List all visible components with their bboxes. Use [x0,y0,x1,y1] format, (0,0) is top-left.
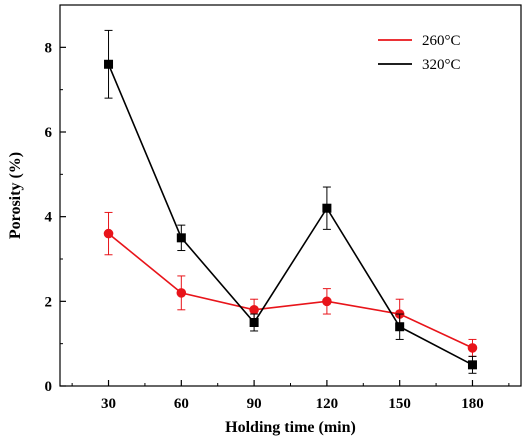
data-point [104,59,114,69]
data-point [103,228,114,239]
series-layer [103,29,478,374]
y-tick-label-4: 4 [45,210,53,226]
x-tick-label-120: 120 [316,396,339,412]
y-tick-label-2: 2 [45,294,53,310]
legend: 260°C 320°C [378,33,461,73]
data-point [467,343,478,353]
data-point [176,233,186,243]
data-point [395,322,405,332]
data-point [249,305,259,315]
series-line-0 [108,232,473,349]
x-tick-label-180: 180 [461,396,484,412]
x-tick-label-150: 150 [388,396,411,412]
y-tick-label-6: 6 [45,125,53,141]
series-0 [103,211,478,357]
y-axis-title: Porosity (%) [7,152,24,239]
y-tick-label-0: 0 [45,379,53,395]
legend-label-1: 320°C [422,57,461,73]
data-point [176,288,187,298]
x-tick-label-60: 60 [174,396,189,412]
y-tick-label-8: 8 [45,40,53,56]
x-tick-label-30: 30 [101,396,116,412]
data-point [322,296,332,307]
x-tick-label-90: 90 [247,396,262,412]
series-line-1 [107,63,473,366]
series-1 [104,29,477,374]
data-point [249,318,259,327]
data-point [467,360,477,370]
data-point [322,203,332,213]
x-axis-title: Holding time (min) [225,419,356,436]
legend-label-0: 260°C [422,33,461,49]
axis-ticks: 30 60 90 120 150 180 0 2 4 6 8 [45,40,510,412]
